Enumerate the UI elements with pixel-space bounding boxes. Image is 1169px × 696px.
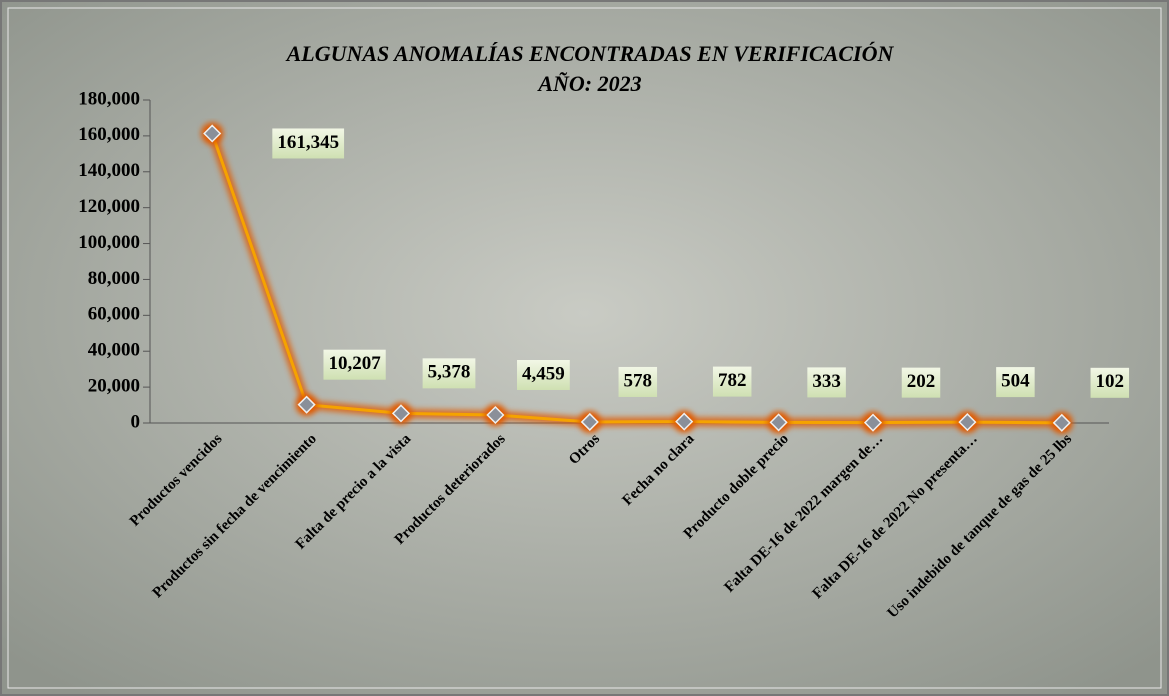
value-label: 578	[624, 370, 653, 391]
value-label: 782	[718, 370, 747, 391]
value-label: 161,345	[277, 132, 339, 153]
chart-subtitle: AÑO: 2023	[536, 71, 641, 96]
value-label-group: 578	[619, 367, 658, 397]
value-label-group: 10,207	[323, 350, 385, 380]
value-label-group: 782	[713, 367, 752, 397]
y-tick-label: 60,000	[88, 304, 140, 325]
chart-title: ALGUNAS ANOMALÍAS ENCONTRADAS EN VERIFIC…	[285, 41, 895, 66]
value-label-group: 102	[1091, 368, 1130, 398]
y-tick-label: 20,000	[88, 375, 140, 396]
value-label-group: 504	[996, 367, 1035, 397]
value-label: 4,459	[522, 363, 565, 384]
value-label-group: 333	[807, 367, 846, 397]
background	[1, 1, 1168, 695]
y-tick-label: 100,000	[78, 232, 140, 253]
y-tick-label: 160,000	[78, 124, 140, 145]
y-tick-label: 80,000	[88, 268, 140, 289]
y-tick-label: 40,000	[88, 340, 140, 361]
y-tick-label: 120,000	[78, 196, 140, 217]
y-tick-label: 0	[131, 411, 141, 432]
chart: ALGUNAS ANOMALÍAS ENCONTRADAS EN VERIFIC…	[0, 0, 1169, 696]
value-label: 5,378	[428, 362, 471, 383]
value-label-group: 5,378	[423, 358, 476, 388]
value-label-group: 202	[902, 368, 941, 398]
value-label: 504	[1001, 370, 1030, 391]
value-label: 333	[812, 371, 841, 392]
value-label: 202	[907, 371, 936, 392]
y-tick-label: 140,000	[78, 160, 140, 181]
value-label: 102	[1096, 371, 1125, 392]
value-label: 10,207	[328, 353, 381, 374]
value-label-group: 4,459	[517, 360, 570, 390]
y-tick-label: 180,000	[78, 88, 140, 109]
value-label-group: 161,345	[272, 128, 344, 158]
